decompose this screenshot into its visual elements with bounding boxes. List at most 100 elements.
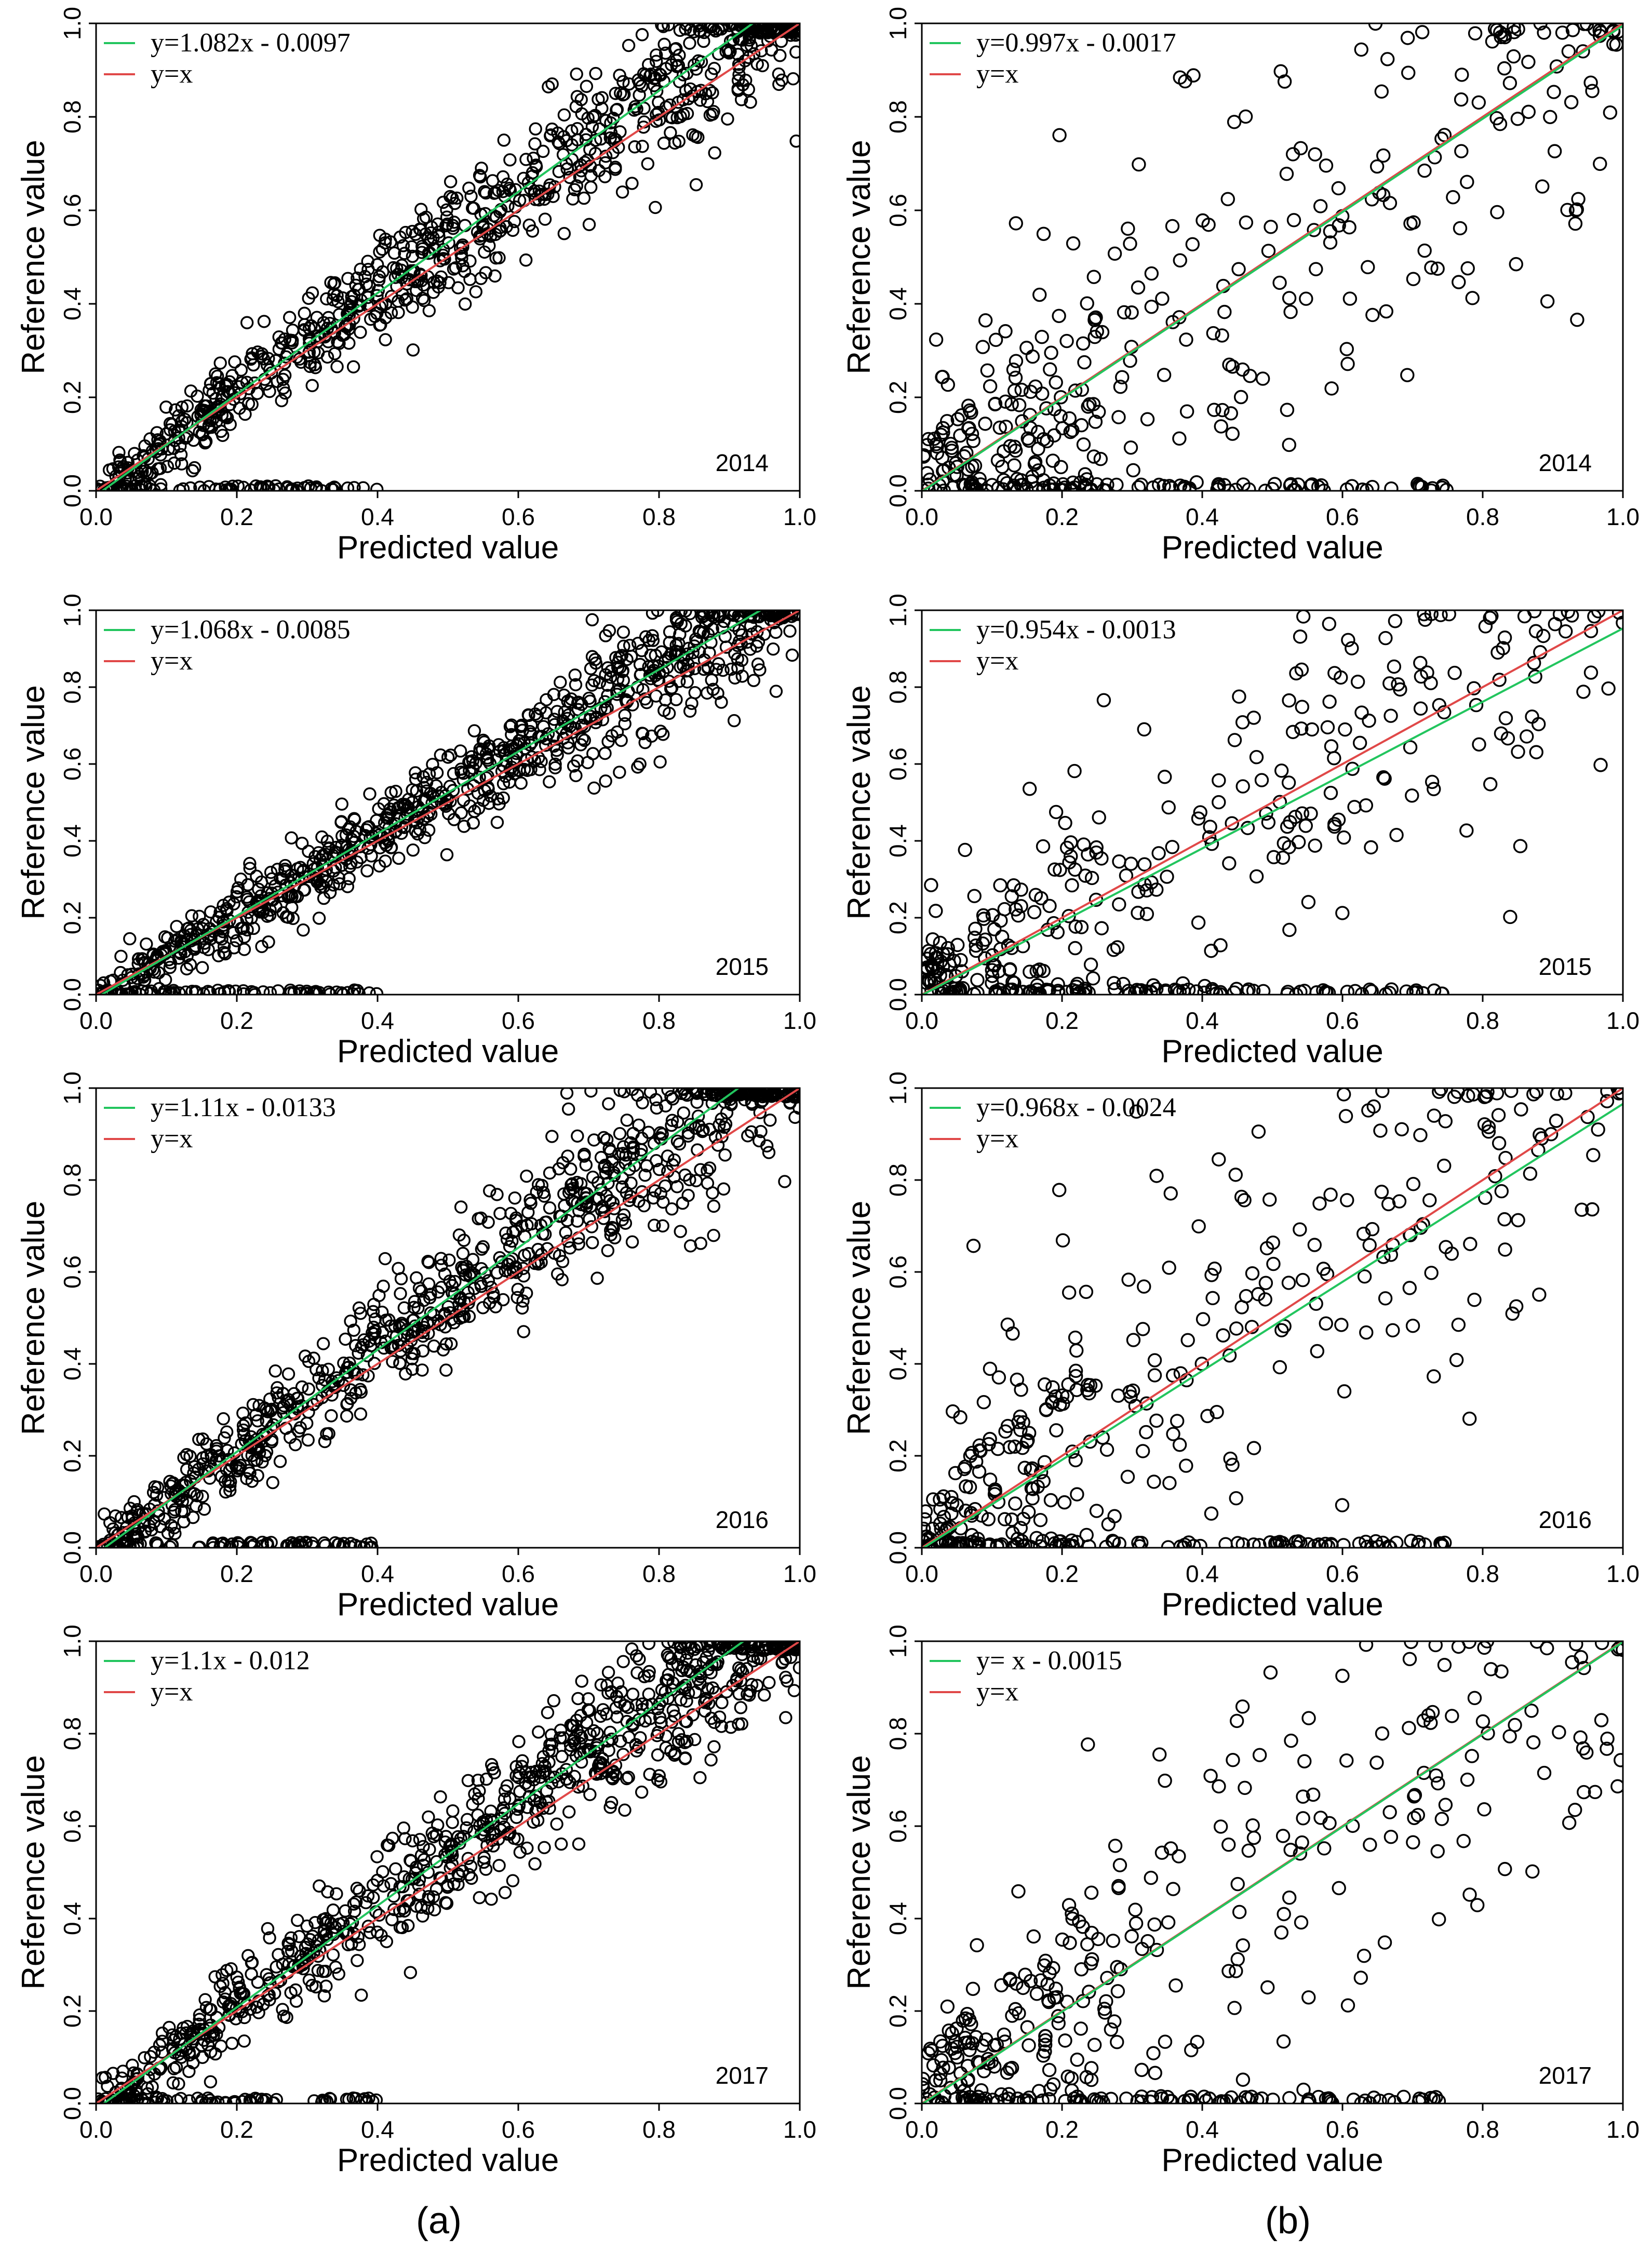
data-point <box>458 264 472 278</box>
data-point <box>1144 266 1159 281</box>
data-point <box>548 180 561 194</box>
data-point <box>1270 1535 1285 1548</box>
data-point <box>690 1088 703 1096</box>
data-point <box>755 44 768 58</box>
x-tick-label: 0.6 <box>1326 1007 1359 1034</box>
data-point <box>1019 341 1034 355</box>
data-point <box>1203 820 1217 834</box>
data-point <box>140 937 153 951</box>
data-point <box>404 1854 417 1867</box>
data-point <box>153 2038 167 2052</box>
data-point <box>747 674 761 687</box>
data-point <box>1378 1291 1393 1306</box>
y-tick-label: 0.0 <box>884 1531 911 1564</box>
x-tick-label: 0.2 <box>220 1560 253 1587</box>
data-point <box>1586 1148 1601 1162</box>
data-point <box>1467 1293 1482 1307</box>
data-point <box>505 1234 519 1248</box>
data-point <box>1258 1276 1273 1290</box>
data-point <box>675 1088 688 1101</box>
data-point <box>1129 1104 1144 1119</box>
data-point <box>1246 1441 1261 1455</box>
data-point <box>495 765 509 778</box>
data-point <box>281 481 294 491</box>
data-point <box>261 479 274 491</box>
data-point <box>636 727 650 741</box>
data-point <box>462 1309 476 1323</box>
data-point <box>554 675 567 689</box>
data-point <box>1063 424 1078 439</box>
data-point <box>941 1536 956 1548</box>
data-point <box>941 378 955 392</box>
data-point <box>965 1534 979 1548</box>
data-point <box>1157 368 1172 382</box>
data-point <box>180 962 194 976</box>
data-point <box>1324 381 1339 396</box>
data-point <box>485 1892 498 1906</box>
data-point <box>933 1492 947 1507</box>
y-tick-label: 0.0 <box>884 978 911 1011</box>
data-point <box>624 1176 638 1190</box>
data-point <box>1261 815 1276 830</box>
data-point <box>683 1173 696 1187</box>
data-point <box>340 1365 354 1379</box>
data-point <box>577 720 592 733</box>
data-point <box>1035 386 1050 401</box>
data-point <box>1110 940 1125 955</box>
data-point <box>155 2092 169 2103</box>
data-point <box>1316 983 1331 995</box>
data-point <box>514 776 528 790</box>
data-point <box>203 383 216 397</box>
data-point <box>316 1364 329 1377</box>
data-point <box>384 235 397 249</box>
data-point <box>1354 705 1369 720</box>
data-point <box>157 2094 171 2103</box>
data-point <box>602 624 616 638</box>
data-point <box>167 1521 181 1535</box>
data-point <box>1537 25 1551 40</box>
data-point <box>406 843 420 857</box>
data-point <box>570 1713 584 1727</box>
data-point <box>1025 349 1040 364</box>
data-point <box>519 153 533 166</box>
data-point <box>1004 1512 1019 1527</box>
data-point <box>344 1315 357 1328</box>
data-point <box>1403 216 1418 231</box>
data-point <box>1275 1536 1290 1548</box>
data-point <box>734 93 748 106</box>
data-point <box>1504 1088 1519 1098</box>
data-point <box>315 830 329 844</box>
data-point <box>203 2094 217 2103</box>
data-point <box>674 1225 687 1238</box>
data-point <box>1288 1534 1303 1548</box>
data-point <box>1452 275 1466 289</box>
data-point <box>1069 1535 1084 1548</box>
data-point <box>193 2008 207 2022</box>
data-point <box>1165 219 1180 234</box>
data-point <box>1166 1427 1180 1441</box>
data-point <box>1439 1240 1453 1254</box>
data-point <box>1492 673 1507 687</box>
data-point <box>618 717 632 731</box>
data-point <box>166 2076 180 2089</box>
data-point <box>168 1526 182 1540</box>
data-point <box>343 1917 357 1931</box>
data-point <box>753 23 767 35</box>
data-point <box>1022 1426 1037 1440</box>
data-point <box>1053 1397 1067 1412</box>
x-axis-label: Predicted value <box>1161 1034 1383 1069</box>
data-point <box>957 1462 972 1477</box>
data-point <box>1304 806 1318 821</box>
data-point <box>163 2020 176 2034</box>
data-point <box>625 1235 639 1249</box>
data-point <box>489 1300 503 1314</box>
data-point <box>1293 629 1308 644</box>
data-point <box>1506 49 1521 64</box>
data-point <box>601 1244 615 1257</box>
data-point <box>1246 983 1261 995</box>
data-point <box>617 1088 631 1098</box>
data-point <box>1549 1114 1564 1128</box>
data-point <box>562 708 575 722</box>
data-point <box>695 610 709 624</box>
